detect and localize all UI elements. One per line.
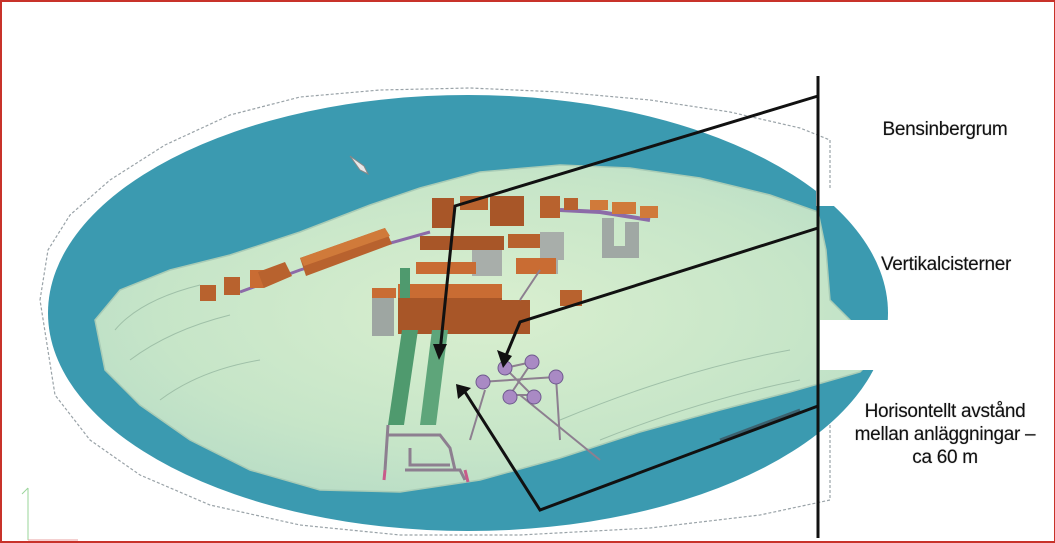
building bbox=[560, 290, 582, 306]
building bbox=[564, 198, 578, 210]
tunnel bbox=[388, 330, 418, 425]
building bbox=[420, 236, 504, 250]
access-tunnel-end bbox=[382, 469, 387, 481]
access-tunnel-end bbox=[463, 469, 470, 483]
building bbox=[490, 196, 524, 226]
arrowhead bbox=[497, 350, 512, 368]
tunnel bbox=[400, 268, 410, 298]
arrowhead bbox=[456, 384, 471, 399]
arrowheads bbox=[433, 344, 512, 399]
building bbox=[516, 258, 556, 274]
access-tunnels bbox=[383, 424, 467, 481]
building bbox=[540, 196, 560, 218]
pier bbox=[719, 408, 801, 442]
arrowhead bbox=[433, 344, 447, 360]
buildings bbox=[200, 196, 658, 334]
label-bensinbergrum: Bensinbergrum bbox=[882, 119, 1008, 140]
building bbox=[372, 288, 396, 298]
grey-building bbox=[540, 232, 564, 260]
building bbox=[398, 284, 502, 298]
vertical-tanks bbox=[475, 354, 564, 405]
tank bbox=[524, 354, 540, 370]
building bbox=[508, 234, 540, 248]
terrain-contour bbox=[559, 349, 791, 421]
building bbox=[200, 285, 216, 301]
building bbox=[640, 206, 658, 218]
label-horisontellt-avstand: Horisontellt avstånd mellan anläggningar… bbox=[854, 401, 1036, 468]
building bbox=[300, 228, 390, 266]
terrain-contour bbox=[129, 314, 231, 361]
building bbox=[612, 202, 636, 214]
arrow-bensinbergrum bbox=[438, 94, 819, 353]
tank bbox=[526, 389, 542, 405]
axis-marker bbox=[21, 487, 78, 541]
building bbox=[224, 277, 240, 295]
building bbox=[402, 300, 530, 334]
tank bbox=[502, 389, 518, 405]
road bbox=[559, 208, 651, 222]
arrow-horisontellt bbox=[463, 391, 819, 512]
building bbox=[432, 198, 454, 228]
dock-band bbox=[820, 188, 905, 206]
grey-building bbox=[372, 298, 394, 336]
grey-building bbox=[472, 250, 502, 276]
terrain-contour bbox=[159, 359, 261, 401]
callout-arrows bbox=[438, 94, 819, 512]
tank bbox=[548, 369, 564, 385]
tank bbox=[475, 374, 491, 390]
building bbox=[258, 262, 292, 288]
boat bbox=[349, 155, 370, 176]
building bbox=[590, 200, 608, 210]
dock-band bbox=[820, 320, 905, 370]
terrain-contour bbox=[599, 379, 801, 441]
grey-building bbox=[604, 246, 638, 258]
building bbox=[416, 262, 476, 274]
label-vertikalcisterner: Vertikalcisterner bbox=[880, 254, 1012, 275]
arrow-vertikalcisterner bbox=[503, 226, 819, 359]
terrain-contour bbox=[114, 284, 201, 331]
